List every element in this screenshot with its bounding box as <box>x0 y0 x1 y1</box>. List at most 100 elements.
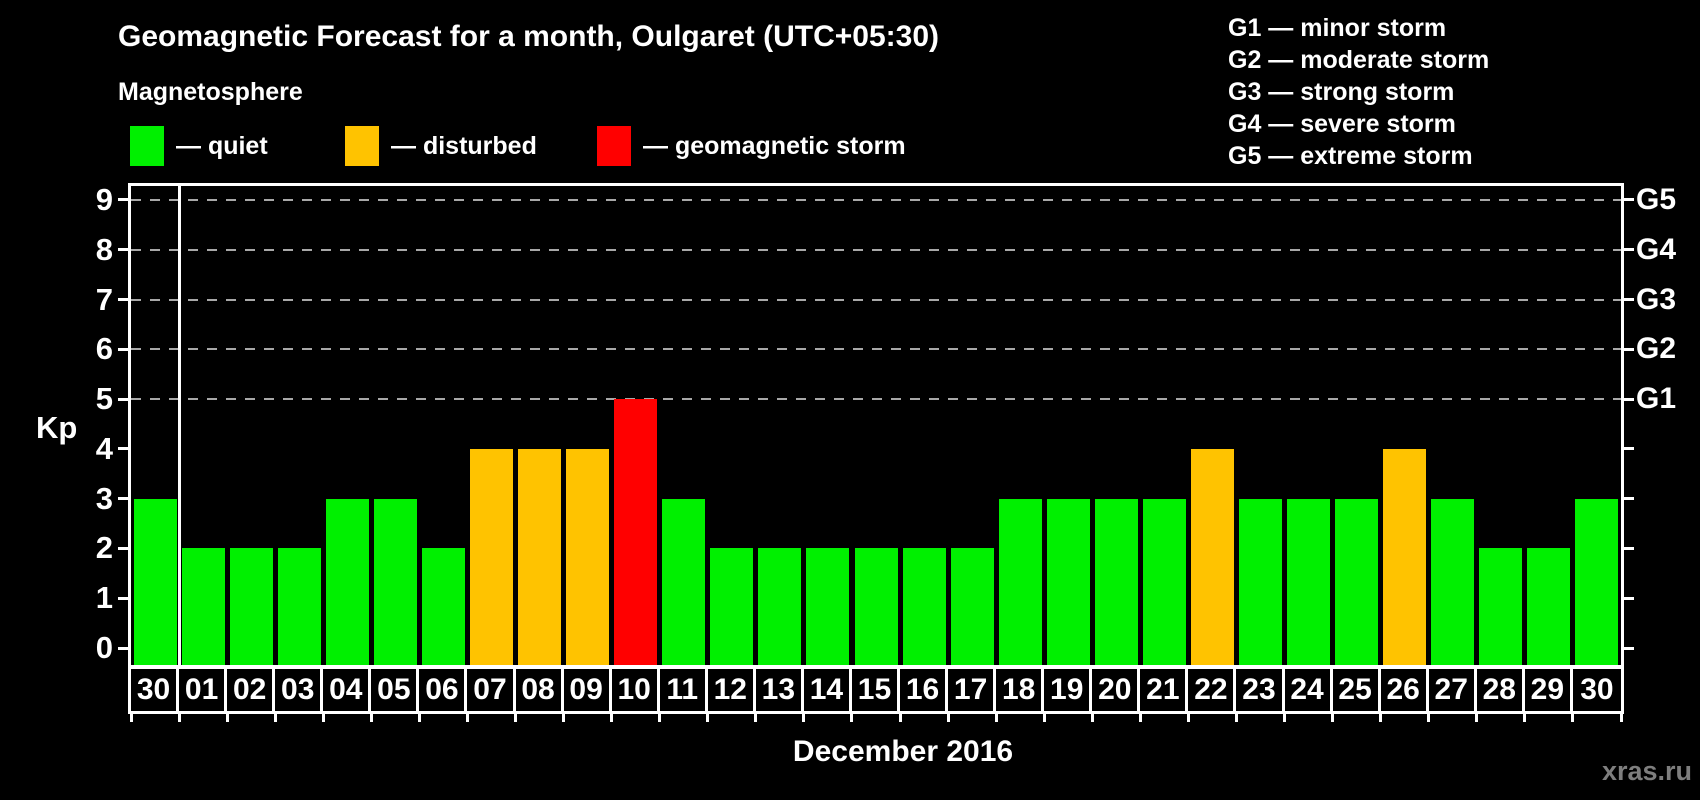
gridline-kp-8 <box>131 248 1621 251</box>
x-boundary-tick <box>706 714 710 722</box>
x-tick-label-day-30: 30 <box>1580 673 1614 706</box>
disturbed-color-swatch <box>345 126 379 166</box>
y-tick-label: 3 <box>95 480 113 516</box>
x-boundary-tick <box>1138 714 1142 722</box>
x-axis-label-strip: 30 01 02 03 04 05 06 07 08 09 10 11 12 13 14 15 16 17 18 19… <box>128 666 1624 714</box>
y-tick-label: 1 <box>95 580 113 616</box>
y-tick-label: 0 <box>95 630 113 665</box>
magnetosphere-legend-title: Magnetosphere <box>118 78 303 106</box>
x-tick-label-day-24: 24 <box>1285 669 1333 711</box>
month-separator-line <box>177 186 181 665</box>
kp-bar-day-27 <box>1431 499 1475 665</box>
kp-bar-day-29 <box>1527 548 1571 665</box>
kp-bar-day-25 <box>1335 499 1379 665</box>
y-axis-tick <box>118 198 128 202</box>
legend-label-quiet: — quiet <box>176 131 268 160</box>
y-axis-tick <box>118 596 128 600</box>
y-tick-label: 4 <box>95 430 113 466</box>
x-tick-label-day-29: 29 <box>1525 669 1573 711</box>
y-axis-tick <box>118 248 128 252</box>
y-axis-tick <box>118 397 128 401</box>
kp-bar-day-30 <box>1575 499 1619 665</box>
x-boundary-tick <box>802 714 806 722</box>
g-scale-label-g2: G2 <box>1636 332 1677 366</box>
plot-area: 0 1 2 3 4 5 6 7 8 9 G1 G2 G3 G4 G5 <box>96 182 1676 668</box>
gridline-kp-6 <box>131 348 1621 351</box>
x-tick-label-day-02: 02 <box>227 669 276 711</box>
x-tick-label-day-04: 04 <box>323 669 372 711</box>
x-boundary-tick <box>273 714 277 722</box>
quiet-color-swatch <box>130 126 164 166</box>
kp-bar-day-06 <box>421 548 465 665</box>
legend-item-quiet: — quiet <box>130 124 268 168</box>
y-tick-label: 7 <box>95 281 113 317</box>
kp-bar-day-13 <box>758 548 802 665</box>
y-axis-tick <box>118 298 128 302</box>
right-axis-tick <box>1624 298 1634 302</box>
g-scale-label-g1: G1 <box>1636 382 1677 416</box>
x-boundary-tick <box>177 714 181 722</box>
kp-bar-day-24 <box>1287 499 1331 665</box>
right-axis-tick <box>1624 497 1634 501</box>
kp-bar-day-28 <box>1479 548 1523 665</box>
x-tick-label-day-12: 12 <box>708 669 756 711</box>
x-tick-label-day-17: 17 <box>948 669 997 711</box>
x-boundary-tick <box>129 714 133 722</box>
kp-bar-day-01 <box>181 548 225 665</box>
kp-bar-day-15 <box>854 548 898 665</box>
right-axis-tick <box>1624 646 1634 650</box>
legend-item-storm: — geomagnetic storm <box>597 124 906 168</box>
y-tick-label: 8 <box>95 231 113 267</box>
kp-bar-day-19 <box>1046 499 1090 665</box>
x-tick-label-day-15: 15 <box>852 669 900 711</box>
x-axis-title: December 2016 <box>792 735 1014 768</box>
kp-bar-day-12 <box>710 548 754 665</box>
x-boundary-tick <box>754 714 758 722</box>
x-boundary-tick <box>1523 714 1527 722</box>
right-axis-tick <box>1624 248 1634 252</box>
right-axis-tick <box>1624 198 1634 202</box>
x-tick-label-day-16: 16 <box>900 669 949 711</box>
x-tick-label-day-25: 25 <box>1333 669 1381 711</box>
g-scale-label-g5: G5 <box>1636 182 1677 216</box>
x-tick-label-day-06: 06 <box>419 669 468 711</box>
x-boundary-tick <box>946 714 950 722</box>
g-legend-line-g2: G2 — moderate storm <box>1228 46 1490 74</box>
x-boundary-tick <box>1571 714 1575 722</box>
x-boundary-tick <box>658 714 662 722</box>
x-boundary-tick <box>898 714 902 722</box>
y-tick-label: 5 <box>95 381 113 417</box>
x-tick-label-day-14: 14 <box>804 669 852 711</box>
x-boundary-tick <box>1283 714 1287 722</box>
storm-color-swatch <box>597 126 631 166</box>
y-axis-tick <box>118 447 128 451</box>
g-scale-legend: G1 — minor storm G2 — moderate storm G3 … <box>1228 12 1489 172</box>
x-boundary-tick <box>1186 714 1190 722</box>
y-axis-title: Kp <box>36 410 78 445</box>
kp-bar-day-10 <box>614 399 658 665</box>
x-boundary-tick <box>1090 714 1094 722</box>
kp-bar-day-22 <box>1190 449 1234 665</box>
gridline-kp-7 <box>131 298 1621 301</box>
x-boundary-tick <box>1234 714 1238 722</box>
x-tick-label-day-13: 13 <box>756 669 804 711</box>
y-axis-tick <box>118 497 128 501</box>
x-boundary-tick <box>994 714 998 722</box>
x-tick-label-day-26: 26 <box>1381 669 1429 711</box>
kp-bar-day-05 <box>373 499 417 665</box>
y-axis-tick <box>118 347 128 351</box>
y-tick-label: 6 <box>95 331 113 367</box>
x-boundary-tick <box>1619 714 1623 722</box>
legend-label-storm: — geomagnetic storm <box>643 131 906 160</box>
x-boundary-tick <box>1475 714 1479 722</box>
x-tick-label-day-05: 05 <box>371 669 420 711</box>
x-boundary-tick <box>514 714 518 722</box>
x-boundary-tick <box>1427 714 1431 722</box>
x-boundary-tick <box>465 714 469 722</box>
x-tick-label-day-01: 01 <box>179 669 228 711</box>
kp-bar-day-23 <box>1239 499 1283 665</box>
x-tick-label-day-11: 11 <box>660 669 708 711</box>
y-axis-tick <box>118 546 128 550</box>
kp-bar-day-11 <box>662 499 706 665</box>
